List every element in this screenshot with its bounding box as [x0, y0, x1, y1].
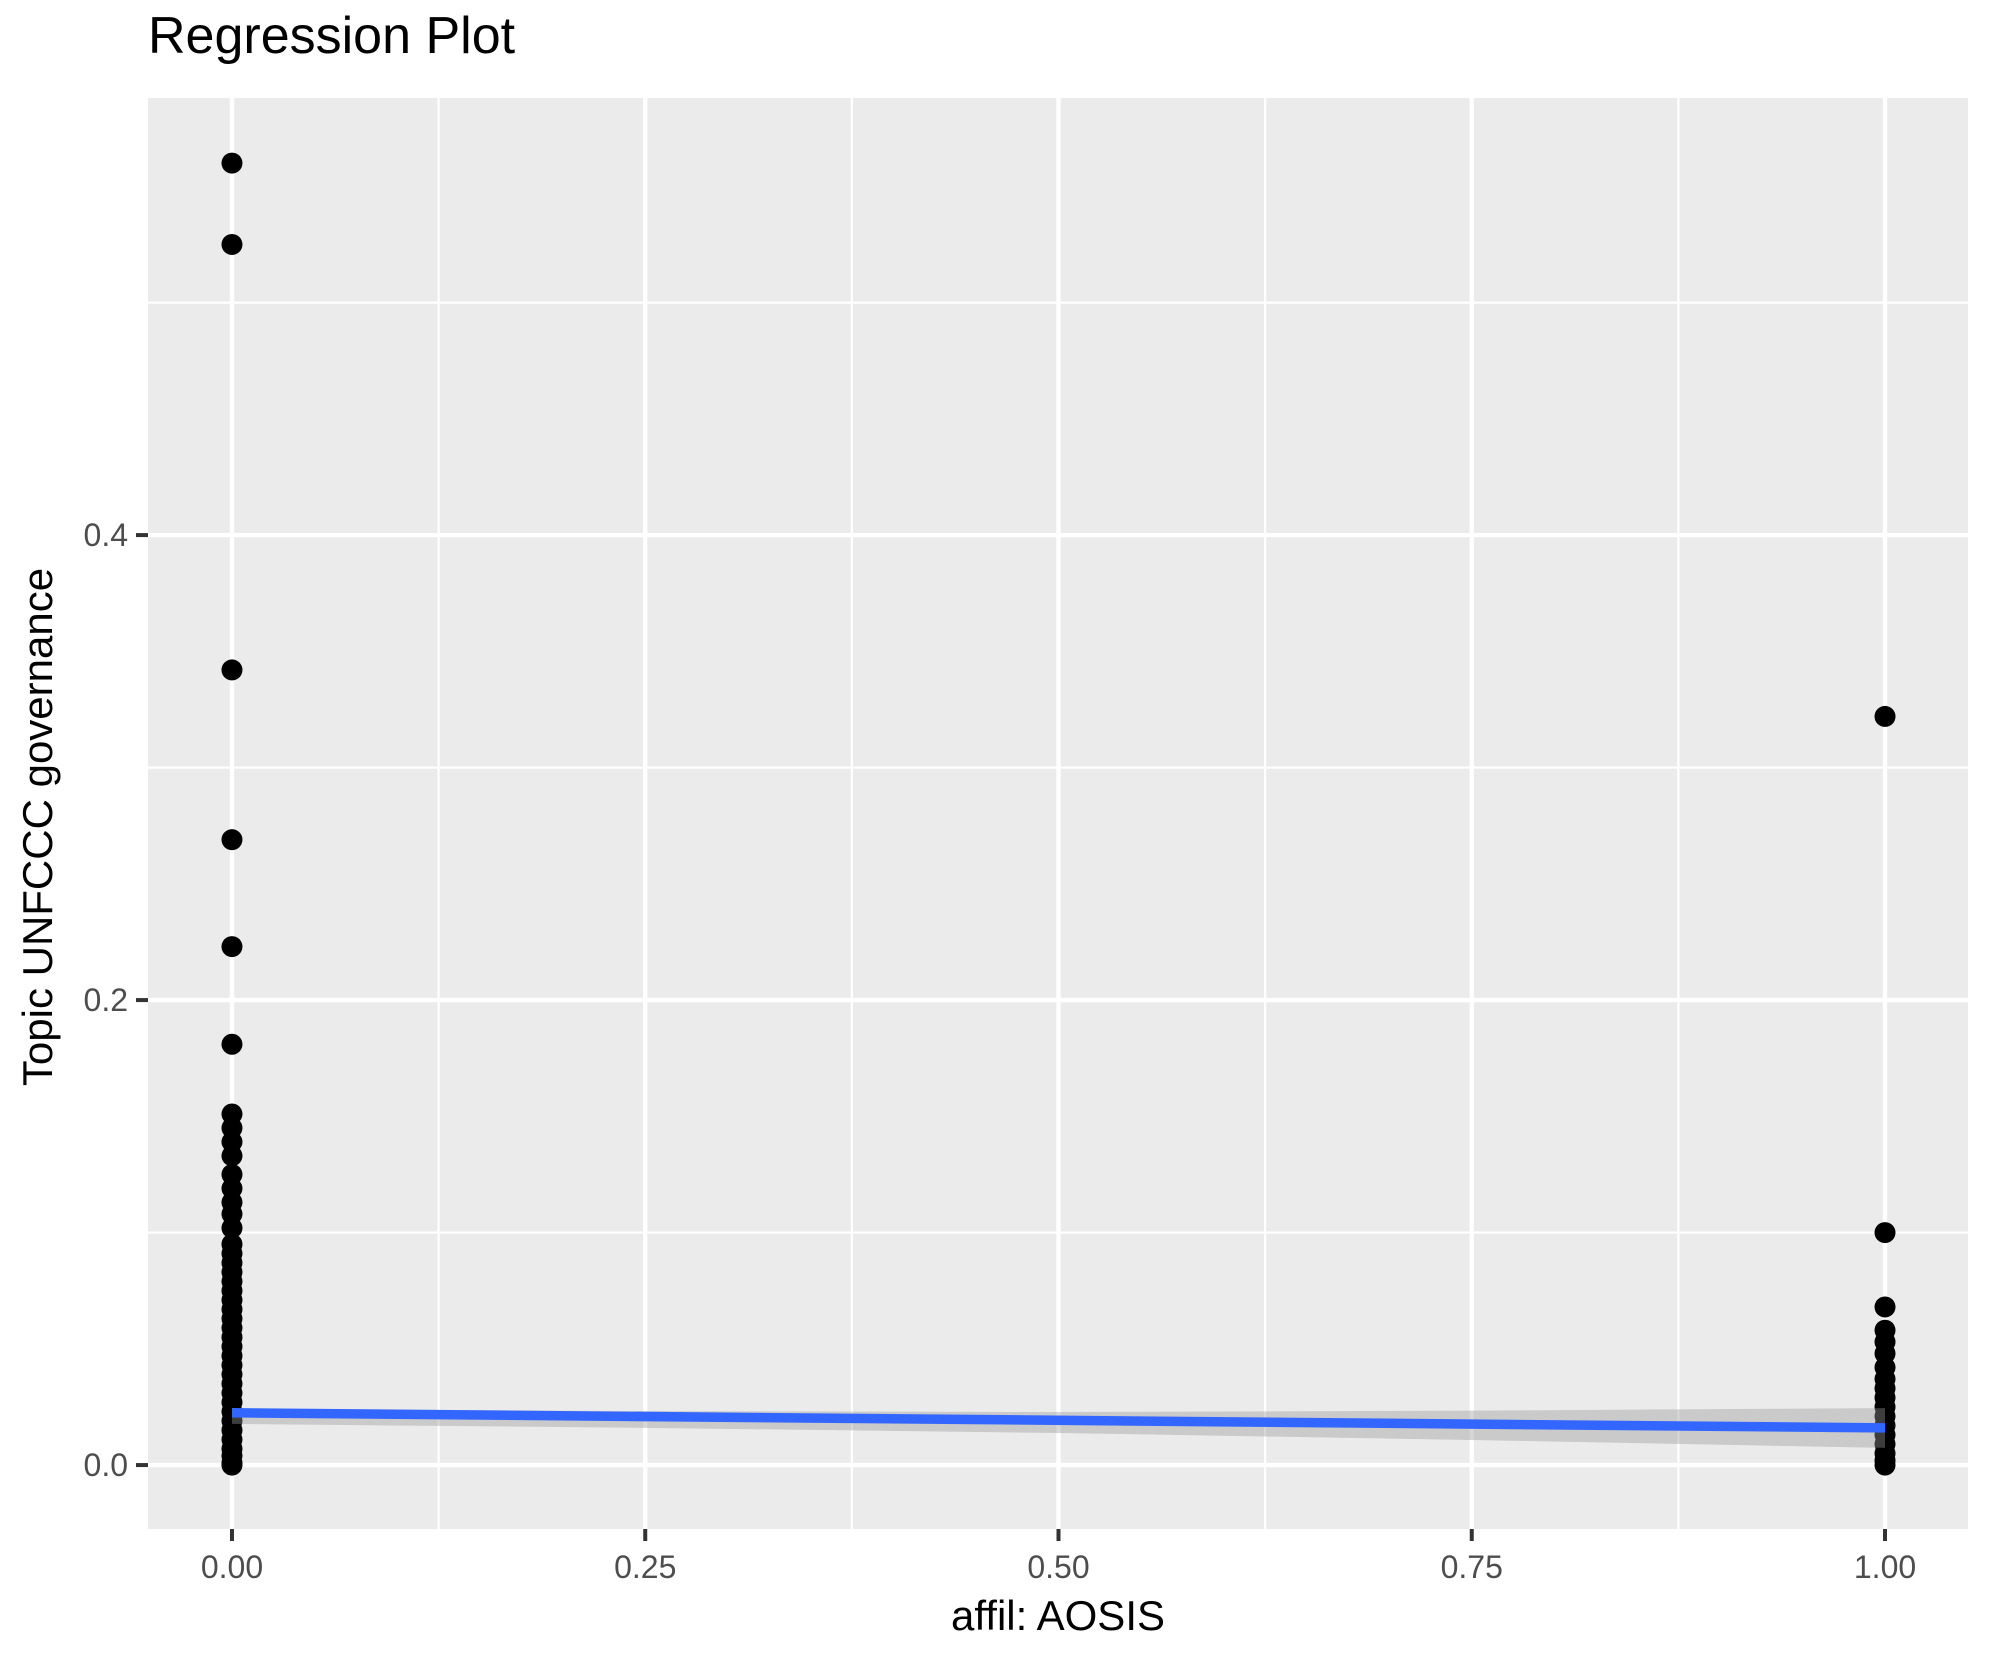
data-point — [221, 659, 243, 681]
y-tick-label: 0.2 — [84, 982, 128, 1018]
x-tick-label: 0.75 — [1441, 1549, 1503, 1585]
data-point — [221, 829, 243, 851]
x-tick-label: 0.00 — [201, 1549, 263, 1585]
data-point — [1874, 1454, 1896, 1476]
data-point — [221, 1454, 243, 1476]
data-point — [221, 1145, 243, 1167]
data-point — [1874, 1296, 1896, 1318]
data-point — [221, 1033, 243, 1055]
regression-line — [231, 1408, 1886, 1433]
x-tick-label: 1.00 — [1854, 1549, 1916, 1585]
data-point — [221, 1217, 243, 1239]
x-axis-label: affil: AOSIS — [951, 1592, 1165, 1639]
y-axis-label: Topic UNFCCC governance — [14, 567, 61, 1087]
data-point — [221, 233, 243, 255]
data-point — [1874, 1222, 1896, 1244]
y-tick-label: 0.0 — [84, 1447, 128, 1483]
data-point — [221, 152, 243, 174]
x-tick-label: 0.25 — [614, 1549, 676, 1585]
x-tick-label: 0.50 — [1027, 1549, 1089, 1585]
chart-title: Regression Plot — [148, 7, 516, 65]
data-point — [1874, 705, 1896, 727]
y-tick-label: 0.4 — [84, 517, 128, 553]
data-point — [221, 936, 243, 958]
